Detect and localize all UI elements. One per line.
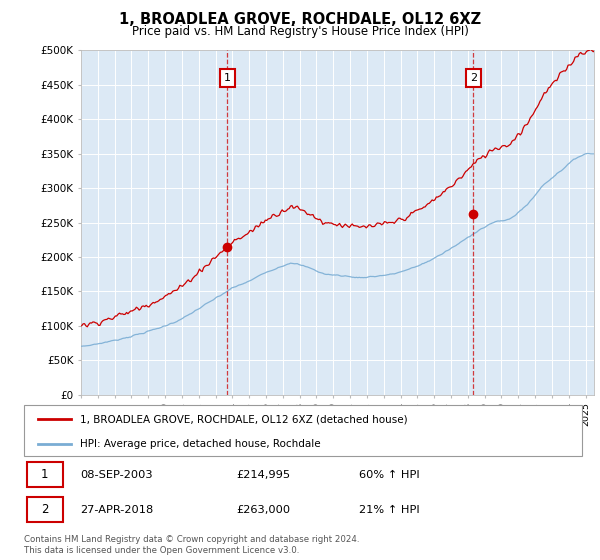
Text: 27-APR-2018: 27-APR-2018 <box>80 505 153 515</box>
Text: Contains HM Land Registry data © Crown copyright and database right 2024.: Contains HM Land Registry data © Crown c… <box>24 535 359 544</box>
Text: Price paid vs. HM Land Registry's House Price Index (HPI): Price paid vs. HM Land Registry's House … <box>131 25 469 38</box>
Text: HPI: Average price, detached house, Rochdale: HPI: Average price, detached house, Roch… <box>80 438 320 449</box>
Text: 1, BROADLEA GROVE, ROCHDALE, OL12 6XZ: 1, BROADLEA GROVE, ROCHDALE, OL12 6XZ <box>119 12 481 27</box>
Text: £214,995: £214,995 <box>236 470 290 479</box>
Text: 2: 2 <box>41 503 49 516</box>
Text: 1: 1 <box>224 73 230 83</box>
Text: 1, BROADLEA GROVE, ROCHDALE, OL12 6XZ (detached house): 1, BROADLEA GROVE, ROCHDALE, OL12 6XZ (d… <box>80 414 407 424</box>
FancyBboxPatch shape <box>27 497 63 522</box>
Text: 2: 2 <box>470 73 477 83</box>
Text: 08-SEP-2003: 08-SEP-2003 <box>80 470 152 479</box>
FancyBboxPatch shape <box>27 462 63 487</box>
Text: 21% ↑ HPI: 21% ↑ HPI <box>359 505 419 515</box>
Text: £263,000: £263,000 <box>236 505 290 515</box>
FancyBboxPatch shape <box>24 405 582 456</box>
Text: This data is licensed under the Open Government Licence v3.0.: This data is licensed under the Open Gov… <box>24 546 299 555</box>
Text: 1: 1 <box>41 468 49 481</box>
Text: 60% ↑ HPI: 60% ↑ HPI <box>359 470 419 479</box>
